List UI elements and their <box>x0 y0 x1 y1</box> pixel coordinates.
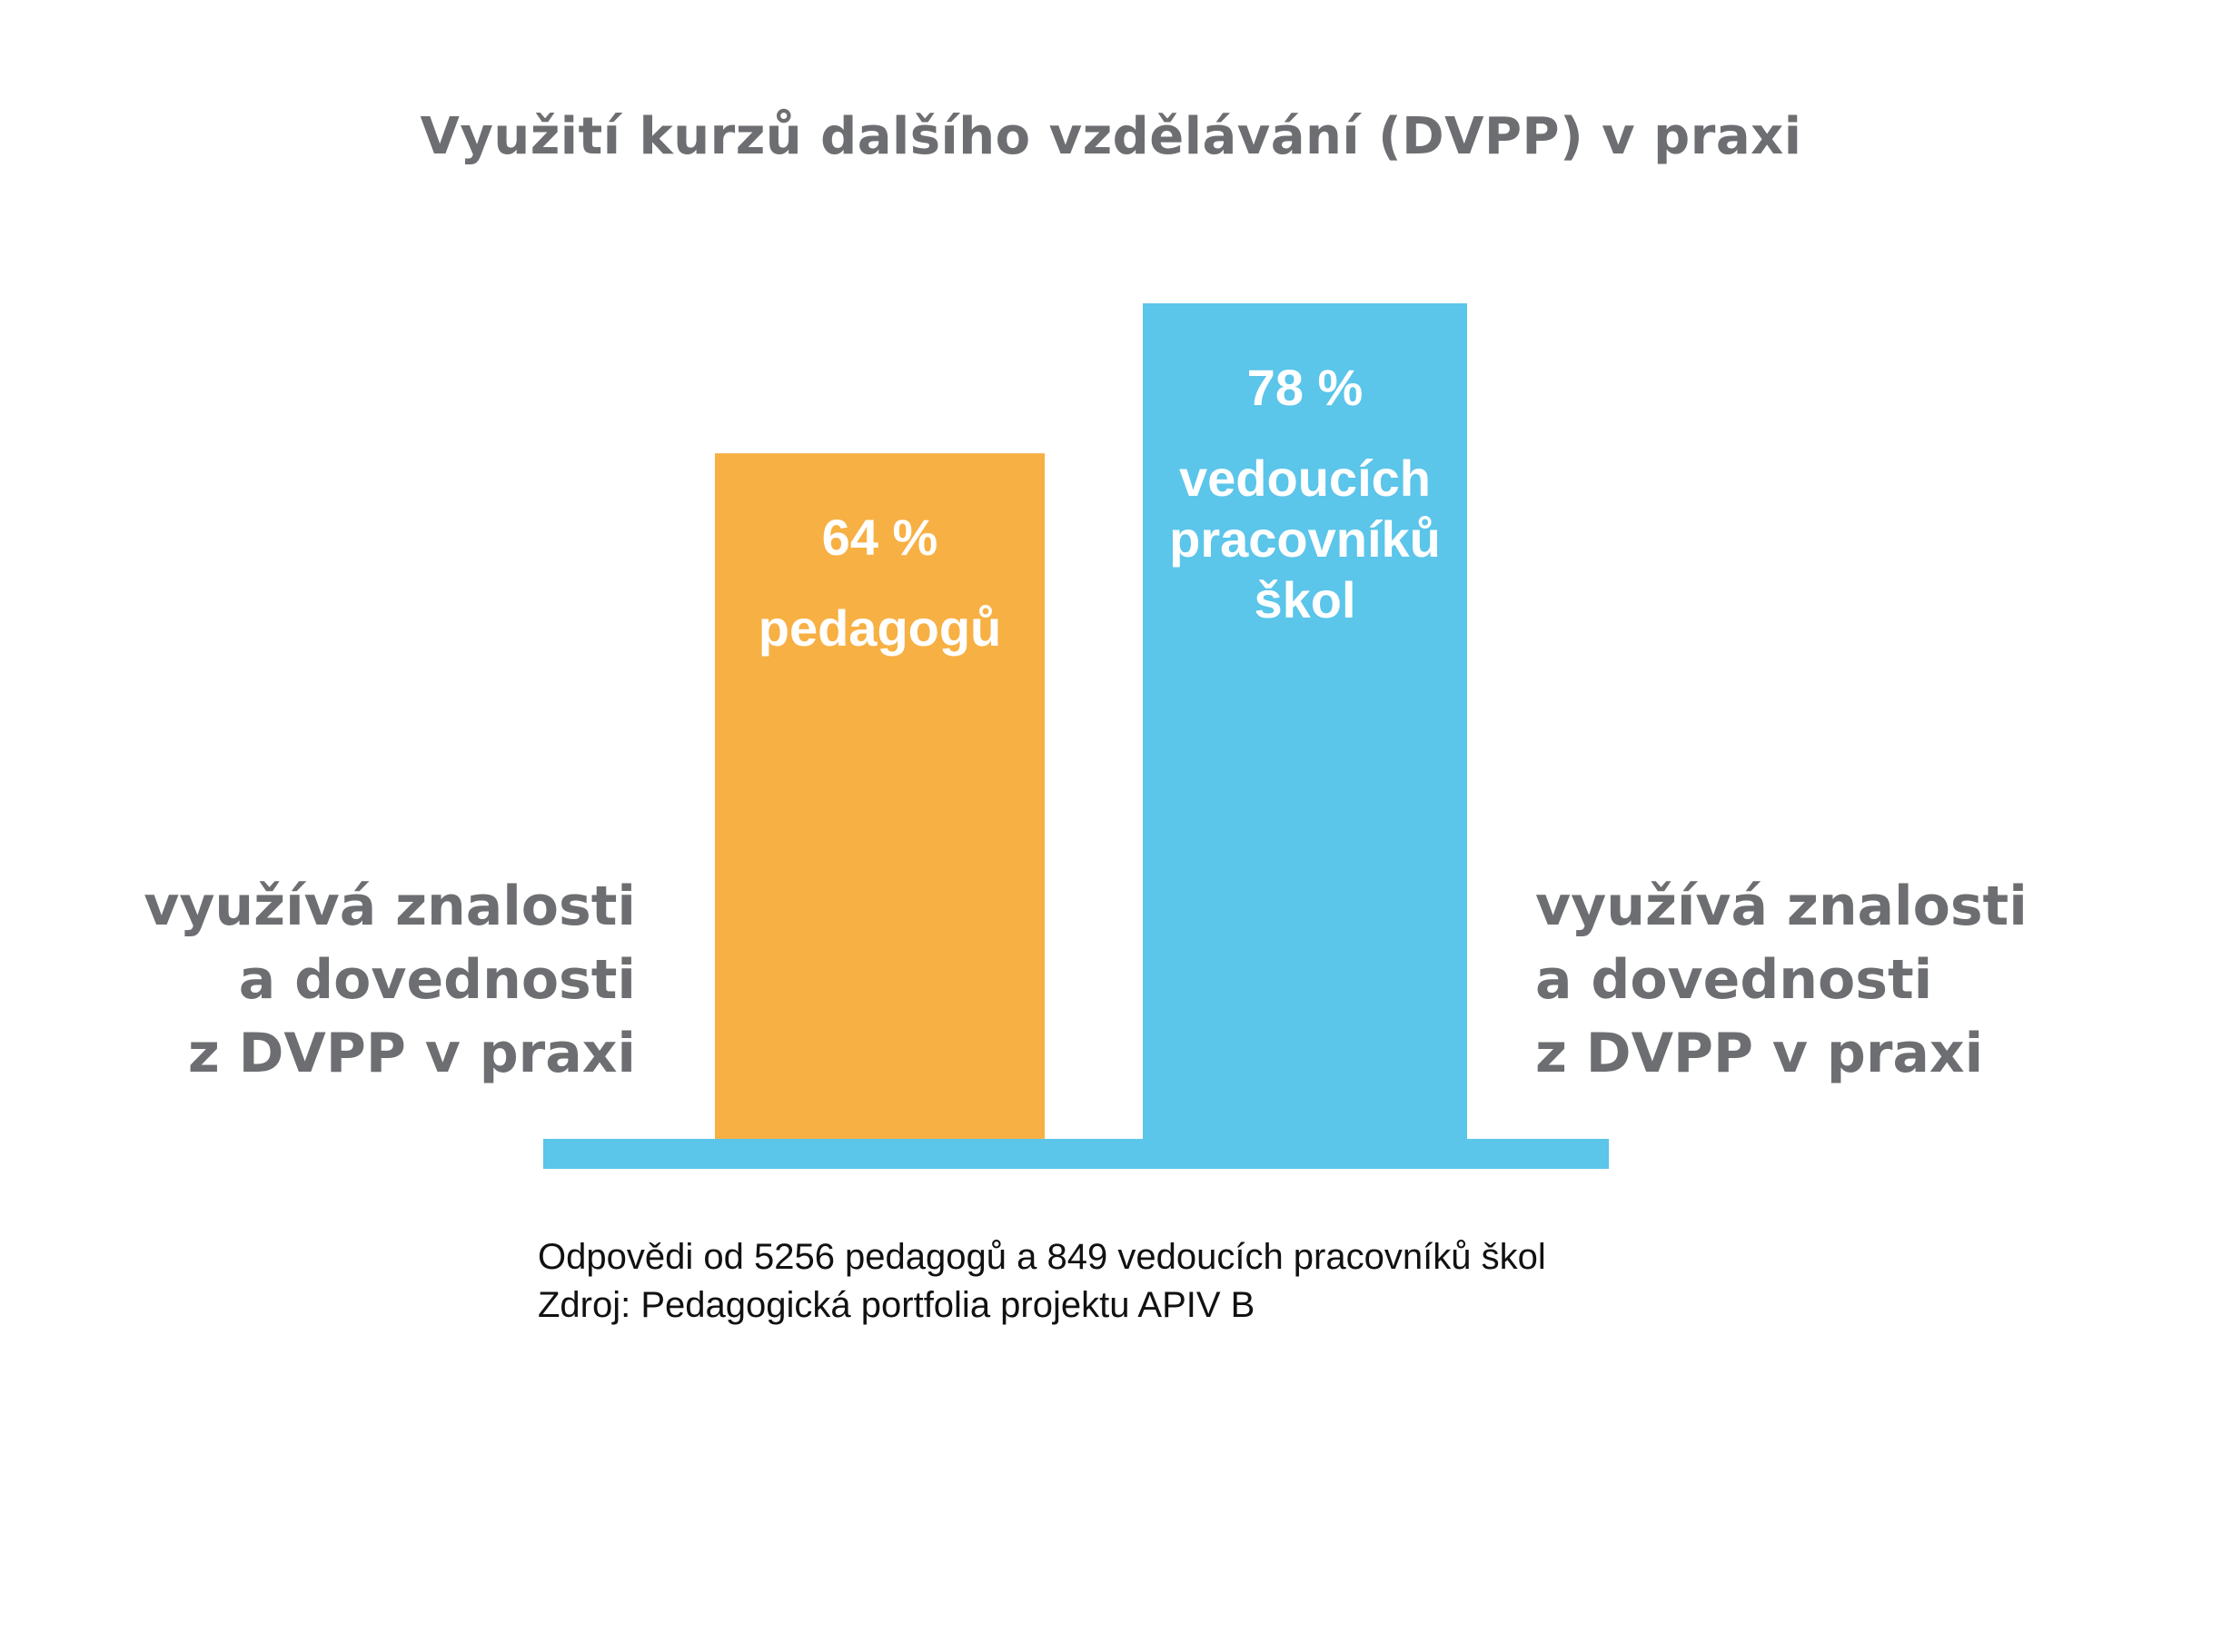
bar-value-label: 64 % <box>822 509 938 566</box>
bar-category-label: pedagogů <box>759 599 1002 657</box>
chart-baseline <box>543 1139 1609 1169</box>
bar-2 <box>1143 303 1467 1139</box>
right-caption-line: využívá znalosti <box>1535 875 2028 938</box>
left-caption-line: z DVPP v praxi <box>187 1022 636 1085</box>
bar-category-label: pracovníků <box>1169 510 1441 568</box>
bar-category-label: vedoucích <box>1179 450 1431 507</box>
bar-value-label: 78 % <box>1247 359 1364 416</box>
right-caption: využívá znalosti a dovednosti z DVPP v p… <box>1535 870 2028 1091</box>
left-caption-line: a dovednosti <box>238 948 636 1012</box>
left-caption: využívá znalosti a dovednosti z DVPP v p… <box>144 870 636 1091</box>
left-caption-line: využívá znalosti <box>144 875 636 938</box>
footnote: Odpovědi od 5256 pedagogů a 849 vedoucíc… <box>538 1233 1546 1330</box>
right-caption-line: a dovednosti <box>1535 948 1933 1012</box>
chart-title: Využití kurzů dalšího vzdělávání (DVPP) … <box>420 107 1802 166</box>
bar-1 <box>715 453 1045 1140</box>
bar-category-label: škol <box>1254 571 1355 628</box>
footnote-responses: Odpovědi od 5256 pedagogů a 849 vedoucíc… <box>538 1237 1546 1277</box>
footnote-source: Zdroj: Pedagogická portfolia projektu AP… <box>538 1285 1255 1325</box>
right-caption-line: z DVPP v praxi <box>1535 1022 1984 1085</box>
